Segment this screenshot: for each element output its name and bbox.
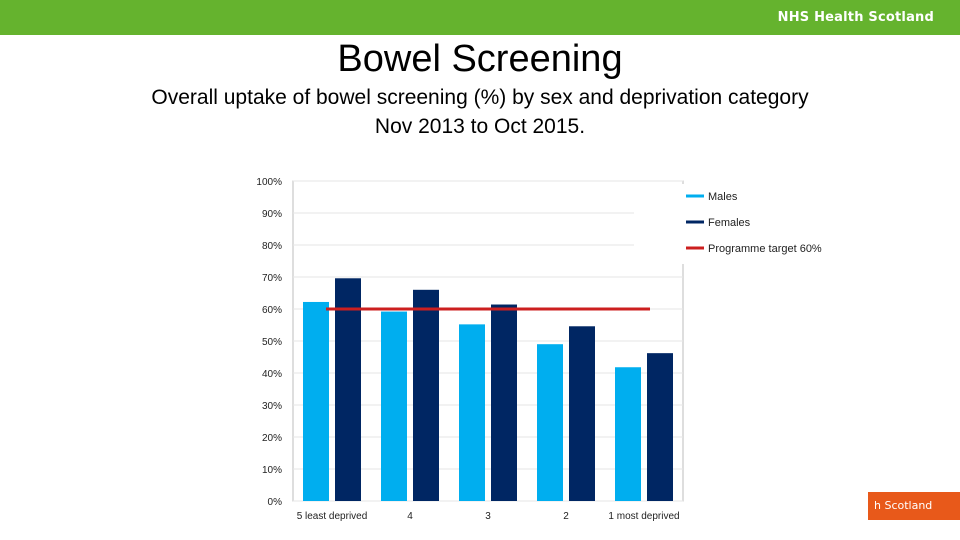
y-tick-label: 0% xyxy=(268,497,283,508)
y-tick-label: 50% xyxy=(262,337,282,348)
legend-backdrop xyxy=(634,184,694,264)
bar-males xyxy=(537,344,563,501)
subtitle-line-1: Overall uptake of bowel screening (%) by… xyxy=(151,86,809,109)
y-tick-label: 30% xyxy=(262,401,282,412)
bar-females xyxy=(569,326,595,501)
bar-males xyxy=(615,367,641,501)
legend-label: Males xyxy=(708,191,738,203)
legend-label: Females xyxy=(708,217,751,229)
x-tick-label: 3 xyxy=(485,511,491,522)
bar-males xyxy=(459,324,485,501)
x-tick-label: 4 xyxy=(407,511,413,522)
x-tick-label: 1 most deprived xyxy=(608,511,679,522)
bar-males xyxy=(381,311,407,501)
y-tick-label: 10% xyxy=(262,465,282,476)
y-tick-label: 70% xyxy=(262,273,282,284)
subtitle-line-2: Nov 2013 to Oct 2015. xyxy=(374,115,586,138)
header-bar: NHS Health Scotland xyxy=(0,0,960,35)
footer-brand-tab: h Scotland xyxy=(868,492,960,520)
y-tick-label: 60% xyxy=(262,305,282,316)
bar-females xyxy=(647,353,673,501)
x-tick-label: 2 xyxy=(563,511,569,522)
x-tick-label: 5 least deprived xyxy=(297,511,368,522)
y-tick-label: 90% xyxy=(262,209,282,220)
y-tick-label: 20% xyxy=(262,433,282,444)
slide-subtitle: Overall uptake of bowel screening (%) by… xyxy=(0,83,960,141)
bar-females xyxy=(491,304,517,501)
y-tick-label: 80% xyxy=(262,241,282,252)
footer-brand: h Scotland xyxy=(874,499,933,512)
y-tick-label: 100% xyxy=(256,177,282,188)
slide-title: Bowel Screening xyxy=(337,38,623,80)
legend-label: Programme target 60% xyxy=(708,243,822,255)
y-tick-label: 40% xyxy=(262,369,282,380)
bar-males xyxy=(303,301,329,501)
bar-females xyxy=(413,289,439,501)
bar-females xyxy=(335,278,361,501)
header-brand: NHS Health Scotland xyxy=(777,10,934,25)
